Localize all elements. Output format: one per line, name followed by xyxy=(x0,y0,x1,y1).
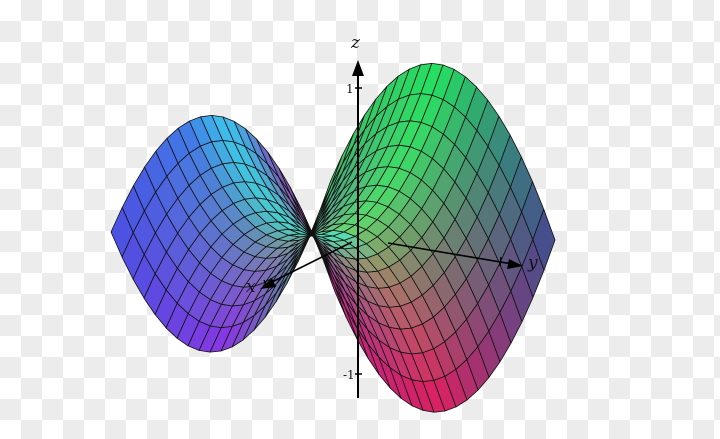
z-tick-label-minus-1: -1 xyxy=(343,368,355,382)
x-axis-arrow xyxy=(260,278,276,289)
z-axis-label: z xyxy=(350,33,361,53)
x-tick-1 xyxy=(263,279,269,289)
x-axis xyxy=(267,241,353,285)
y-axis-label: y xyxy=(527,253,538,273)
y-axis-arrow xyxy=(507,259,523,269)
x-axis-label: x xyxy=(246,277,256,297)
surface-mesh xyxy=(110,63,556,413)
y-axis xyxy=(387,242,513,265)
z-axis-arrow xyxy=(352,60,364,76)
surface-patch xyxy=(323,260,347,318)
axes: 1 -1 z x y xyxy=(246,33,538,398)
z-tick-label-1: 1 xyxy=(346,82,354,96)
y-tick-1 xyxy=(499,256,502,267)
